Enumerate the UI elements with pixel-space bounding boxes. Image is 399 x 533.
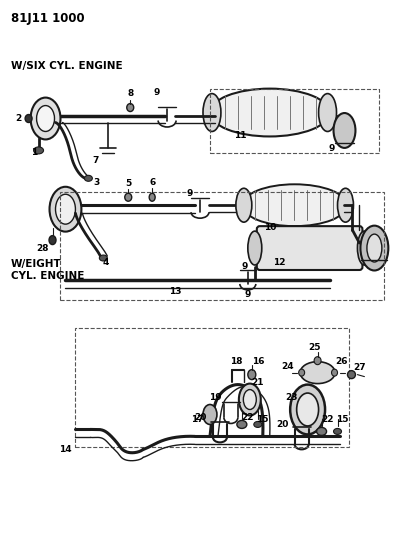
Ellipse shape xyxy=(236,188,252,222)
Text: 8: 8 xyxy=(127,89,133,98)
Text: 10: 10 xyxy=(264,223,276,232)
Text: 9: 9 xyxy=(187,189,193,198)
Text: 20: 20 xyxy=(277,420,289,429)
Text: 9: 9 xyxy=(242,262,248,271)
Ellipse shape xyxy=(127,103,134,111)
Ellipse shape xyxy=(318,94,336,132)
Ellipse shape xyxy=(248,231,262,265)
Text: 27: 27 xyxy=(353,363,366,372)
Text: 12: 12 xyxy=(273,257,286,266)
Ellipse shape xyxy=(125,193,132,201)
Ellipse shape xyxy=(243,390,256,409)
Text: 13: 13 xyxy=(169,287,181,296)
Ellipse shape xyxy=(338,188,354,222)
Ellipse shape xyxy=(242,184,347,226)
Ellipse shape xyxy=(254,422,262,427)
Text: 22: 22 xyxy=(241,413,254,422)
Text: 3: 3 xyxy=(93,178,99,187)
Text: 26: 26 xyxy=(335,357,348,366)
Text: 18: 18 xyxy=(229,357,242,366)
Text: 23: 23 xyxy=(285,393,298,402)
Ellipse shape xyxy=(299,369,304,376)
Text: W/SIX CYL. ENGINE: W/SIX CYL. ENGINE xyxy=(11,61,122,71)
Text: 25: 25 xyxy=(308,343,321,352)
Text: 19: 19 xyxy=(209,393,221,402)
Bar xyxy=(61,192,384,300)
Ellipse shape xyxy=(203,94,221,132)
Ellipse shape xyxy=(248,370,256,379)
Ellipse shape xyxy=(55,194,75,224)
Text: 1: 1 xyxy=(32,148,38,157)
Text: 15: 15 xyxy=(336,415,349,424)
Text: 21: 21 xyxy=(251,378,264,387)
Ellipse shape xyxy=(367,234,382,262)
Text: 9: 9 xyxy=(245,290,251,300)
Text: 4: 4 xyxy=(102,257,109,266)
Ellipse shape xyxy=(316,427,326,435)
Ellipse shape xyxy=(348,370,356,378)
Text: 28: 28 xyxy=(36,244,49,253)
Ellipse shape xyxy=(300,362,335,384)
Ellipse shape xyxy=(34,147,43,154)
Ellipse shape xyxy=(149,193,155,201)
Text: 17: 17 xyxy=(191,415,203,424)
Ellipse shape xyxy=(237,421,247,429)
Ellipse shape xyxy=(25,115,32,123)
Ellipse shape xyxy=(334,113,356,148)
Text: 5: 5 xyxy=(125,179,131,188)
Text: 22: 22 xyxy=(321,415,334,424)
Ellipse shape xyxy=(49,236,56,245)
Text: 24: 24 xyxy=(281,362,294,371)
Text: 9: 9 xyxy=(328,144,335,153)
Ellipse shape xyxy=(334,429,342,434)
Ellipse shape xyxy=(297,393,318,426)
Ellipse shape xyxy=(360,225,388,270)
FancyBboxPatch shape xyxy=(257,226,362,270)
Ellipse shape xyxy=(358,231,371,265)
Ellipse shape xyxy=(314,357,321,365)
Ellipse shape xyxy=(290,385,325,434)
Text: 20: 20 xyxy=(194,413,206,422)
Text: 15: 15 xyxy=(257,415,269,424)
Text: W/EIGHT
CYL. ENGINE: W/EIGHT CYL. ENGINE xyxy=(11,259,84,281)
Text: 81J11 1000: 81J11 1000 xyxy=(11,12,84,26)
Bar xyxy=(75,328,350,447)
Text: 7: 7 xyxy=(92,156,99,165)
Ellipse shape xyxy=(239,384,261,416)
Text: 16: 16 xyxy=(251,357,264,366)
Text: 2: 2 xyxy=(16,114,22,123)
Ellipse shape xyxy=(31,98,61,140)
Ellipse shape xyxy=(85,175,93,181)
Text: 11: 11 xyxy=(233,131,246,140)
Bar xyxy=(210,88,379,154)
Ellipse shape xyxy=(203,405,217,424)
Text: 6: 6 xyxy=(149,178,155,187)
Ellipse shape xyxy=(210,88,330,136)
Ellipse shape xyxy=(37,106,55,132)
Ellipse shape xyxy=(99,255,107,261)
Ellipse shape xyxy=(49,187,81,232)
Text: 14: 14 xyxy=(59,445,72,454)
Ellipse shape xyxy=(332,369,338,376)
Text: 9: 9 xyxy=(154,88,160,97)
